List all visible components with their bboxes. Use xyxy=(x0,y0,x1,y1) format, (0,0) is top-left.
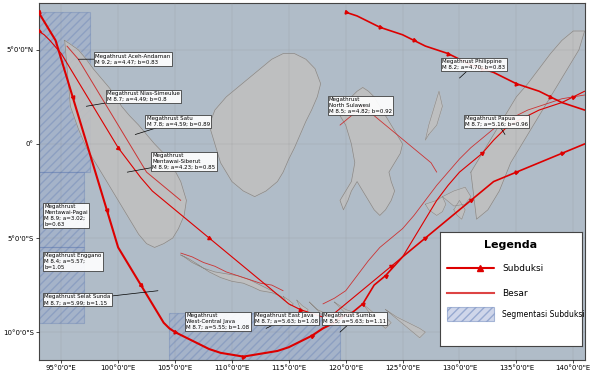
Polygon shape xyxy=(340,88,403,215)
Text: Megathrust Sumba
M 8.5; a=5.63; b=1.11: Megathrust Sumba M 8.5; a=5.63; b=1.11 xyxy=(323,313,386,332)
Bar xyxy=(38,12,90,172)
Polygon shape xyxy=(425,197,446,215)
Text: Megathrust Satu
M 7.8; a=4.59; b=0.89: Megathrust Satu M 7.8; a=4.59; b=0.89 xyxy=(135,116,210,135)
Text: Megathrust
Mentawai-Pagai
M 8.9; a=3.02;
b=0.63: Megathrust Mentawai-Pagai M 8.9; a=3.02;… xyxy=(44,204,90,227)
Polygon shape xyxy=(181,255,284,300)
Text: Megathrust East Java
M 8.7; a=5.63; b=1.08: Megathrust East Java M 8.7; a=5.63; b=1.… xyxy=(254,313,318,328)
Text: Megathrust Enggano
M 8.4; a=5.57;
b=1.05: Megathrust Enggano M 8.4; a=5.57; b=1.05 xyxy=(44,253,101,270)
Text: Megathrust Philippine
M 8.2; a=4.70; b=0.83: Megathrust Philippine M 8.2; a=4.70; b=0… xyxy=(442,59,506,78)
Text: Megathrust Selat Sunda
M 8.7; a=5.99; b=1.15: Megathrust Selat Sunda M 8.7; a=5.99; b=… xyxy=(44,291,158,305)
Text: Megathrust
Mentawai-Siberut
M 8.9; a=4.23; b=0.85: Megathrust Mentawai-Siberut M 8.9; a=4.2… xyxy=(127,153,215,172)
Polygon shape xyxy=(454,200,465,219)
Text: Megathrust Aceh-Andaman
M 9.2; a=4.47; b=0.83: Megathrust Aceh-Andaman M 9.2; a=4.47; b… xyxy=(79,53,170,64)
Polygon shape xyxy=(209,53,320,197)
Text: Megathrust
North Sulawesi
M 8.5; a=4.82; b=0.92: Megathrust North Sulawesi M 8.5; a=4.82;… xyxy=(329,97,392,113)
Polygon shape xyxy=(425,91,442,140)
Text: Megathrust
West-Central Java
M 8.7; a=5.55; b=1.08: Megathrust West-Central Java M 8.7; a=5.… xyxy=(187,313,250,330)
Bar xyxy=(38,172,84,248)
Polygon shape xyxy=(363,304,391,328)
Polygon shape xyxy=(471,31,584,219)
Text: Megathrust Nias-Simeulue
M 8.7; a=4.49; b=0.8: Megathrust Nias-Simeulue M 8.7; a=4.49; … xyxy=(86,91,179,106)
Polygon shape xyxy=(334,302,363,323)
Polygon shape xyxy=(309,302,332,321)
Bar xyxy=(38,248,84,323)
Text: Megathrust Papua
M 8.7; a=5.16; b=0.96: Megathrust Papua M 8.7; a=5.16; b=0.96 xyxy=(465,116,528,135)
Polygon shape xyxy=(442,187,471,206)
Bar xyxy=(169,313,340,361)
Polygon shape xyxy=(386,310,425,338)
Polygon shape xyxy=(283,296,293,306)
Polygon shape xyxy=(65,40,187,248)
Polygon shape xyxy=(297,300,308,313)
